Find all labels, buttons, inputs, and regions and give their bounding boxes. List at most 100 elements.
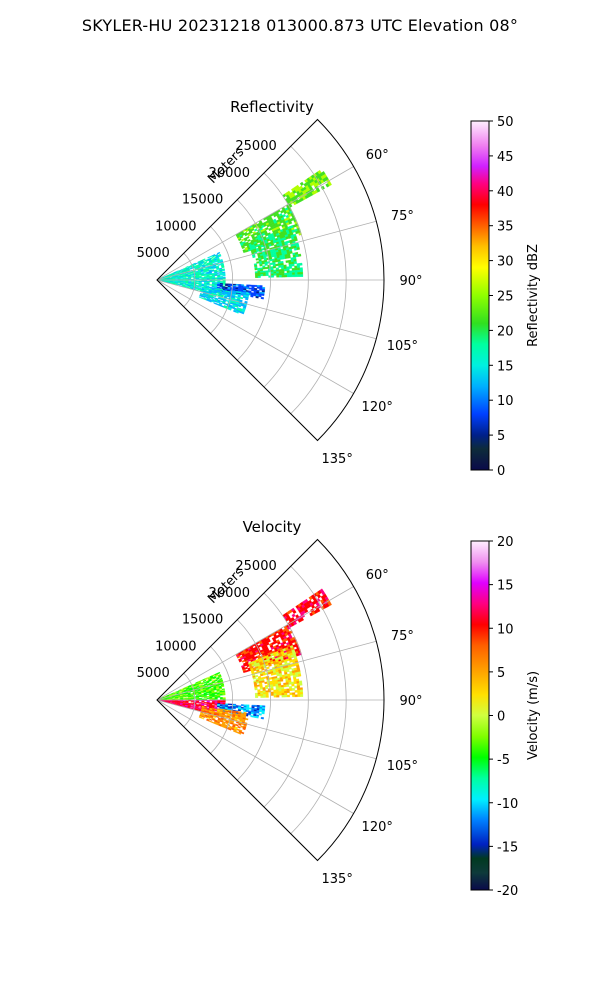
echo-cell bbox=[284, 274, 288, 278]
echo-cell bbox=[190, 700, 194, 702]
echo-cell bbox=[203, 681, 207, 684]
echo-cell bbox=[281, 692, 285, 696]
echo-cell bbox=[198, 296, 202, 299]
colorbar-tick-label: 5 bbox=[497, 429, 505, 444]
echo-cell bbox=[273, 695, 277, 698]
echo-cell bbox=[218, 675, 222, 679]
echo-cell bbox=[263, 695, 267, 698]
echo-region bbox=[282, 169, 332, 208]
echo-cell bbox=[209, 280, 213, 283]
echo-cell bbox=[214, 692, 218, 695]
echo-cell bbox=[195, 694, 199, 696]
echo-cell bbox=[259, 710, 263, 713]
echo-cell bbox=[300, 271, 304, 275]
echo-cell bbox=[294, 685, 298, 689]
echo-cell bbox=[270, 691, 274, 694]
echo-cell bbox=[257, 274, 261, 277]
echo-cell bbox=[227, 710, 231, 713]
echo-cell bbox=[201, 280, 205, 282]
echo-cell bbox=[297, 694, 301, 697]
echo-cell bbox=[276, 273, 280, 276]
echo-cell bbox=[250, 715, 254, 718]
echo-cell bbox=[201, 717, 205, 720]
echo-cell bbox=[254, 674, 259, 678]
echo-cell bbox=[265, 692, 269, 695]
angle-tick-label: 120° bbox=[362, 820, 393, 835]
echo-cell bbox=[198, 695, 202, 698]
echo-cell bbox=[254, 228, 258, 232]
echo-cell bbox=[294, 265, 298, 269]
echo-cell bbox=[206, 681, 210, 684]
echo-cell bbox=[260, 695, 264, 698]
echo-cell bbox=[299, 181, 304, 187]
echo-cell bbox=[203, 274, 207, 276]
echo-cell bbox=[275, 263, 279, 267]
echo-cell bbox=[201, 274, 205, 277]
echo-cell bbox=[291, 268, 295, 271]
echo-cell bbox=[209, 284, 213, 286]
echo-cell bbox=[278, 693, 282, 696]
colorbar-tick-label: 20 bbox=[497, 324, 514, 339]
echo-cell bbox=[182, 700, 186, 702]
echo-cell bbox=[174, 278, 179, 279]
echo-cell bbox=[250, 295, 254, 298]
echo-cell bbox=[276, 271, 280, 274]
echo-cell bbox=[273, 269, 277, 272]
echo-cell bbox=[243, 709, 247, 712]
azimuth-spoke bbox=[156, 699, 377, 760]
angle-tick-label: 135° bbox=[322, 452, 353, 467]
echo-cell bbox=[247, 239, 251, 242]
echo-cell bbox=[212, 716, 217, 719]
echo-cell bbox=[268, 677, 273, 680]
echo-cell bbox=[245, 236, 250, 240]
echo-cell bbox=[283, 268, 287, 272]
echo-cell bbox=[286, 266, 290, 270]
echo-cell bbox=[252, 715, 257, 718]
echo-cell bbox=[225, 299, 229, 302]
echo-cell bbox=[281, 686, 285, 690]
echo-cell bbox=[182, 701, 186, 703]
echo-cell bbox=[198, 277, 202, 279]
angle-tick-label: 60° bbox=[366, 148, 389, 163]
echo-cell bbox=[251, 284, 255, 287]
echo-cell bbox=[291, 688, 295, 691]
echo-cell bbox=[256, 711, 260, 714]
radial-tick-label: 25000 bbox=[235, 139, 276, 154]
angle-tick-label: 105° bbox=[387, 759, 418, 774]
echo-cell bbox=[228, 728, 232, 731]
azimuth-spoke bbox=[156, 279, 377, 340]
echo-cell bbox=[267, 639, 271, 643]
echo-cell bbox=[232, 707, 236, 710]
echo-cell bbox=[278, 273, 282, 276]
echo-cell bbox=[211, 703, 215, 705]
echo-cell bbox=[294, 270, 298, 273]
echo-cell bbox=[255, 716, 259, 719]
echo-layer bbox=[158, 588, 332, 735]
echo-cell bbox=[198, 702, 202, 704]
echo-cell bbox=[172, 278, 176, 280]
echo-cell bbox=[265, 226, 269, 231]
echo-cell bbox=[281, 266, 285, 270]
echo-cell bbox=[289, 688, 293, 691]
echo-cell bbox=[214, 280, 218, 282]
echo-cell bbox=[257, 692, 261, 695]
echo-cell bbox=[291, 613, 296, 618]
echo-cell bbox=[245, 298, 249, 301]
echo-cell bbox=[260, 716, 264, 720]
echo-cell bbox=[182, 696, 186, 698]
echo-cell bbox=[190, 280, 194, 282]
angle-tick-label: 90° bbox=[399, 274, 422, 289]
echo-cell bbox=[297, 267, 301, 271]
echo-cell bbox=[261, 711, 265, 715]
echo-cell bbox=[206, 693, 210, 695]
echo-cell bbox=[258, 713, 262, 716]
echo-cell bbox=[262, 267, 266, 270]
echo-cell bbox=[220, 288, 224, 291]
colorbar: -20 -15 -10 -5 0 5 10 15 20 Velocity (m/s) bbox=[470, 535, 541, 899]
echo-cell bbox=[299, 617, 305, 622]
echo-cell bbox=[240, 293, 244, 296]
echo-cell bbox=[300, 694, 304, 697]
colorbar-tick-label: 30 bbox=[497, 255, 514, 270]
echo-cell bbox=[196, 702, 200, 704]
echo-cell bbox=[257, 272, 261, 275]
